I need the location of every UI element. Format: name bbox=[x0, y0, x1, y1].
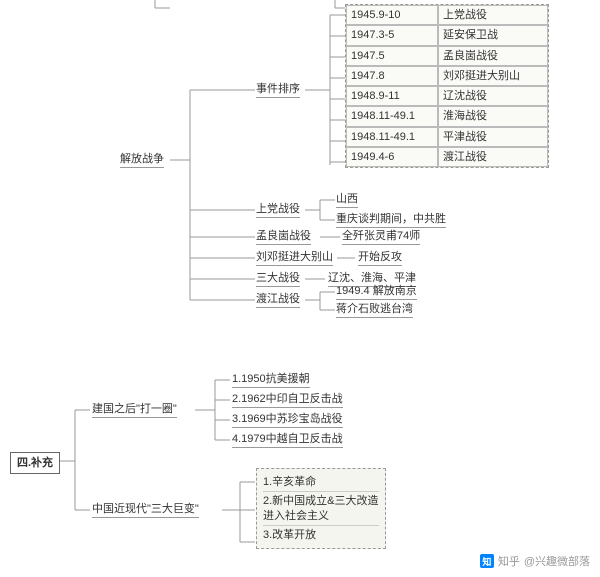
node-liberation-war: 解放战争 bbox=[120, 152, 164, 168]
event-date: 1948.9-11 bbox=[346, 86, 438, 106]
leaf-dujiang-a: 1949.4 解放南京 bbox=[336, 284, 417, 300]
event-name: 延安保卫战 bbox=[438, 25, 548, 45]
leaf-liudeng-note: 开始反攻 bbox=[358, 250, 402, 266]
leaf-pf-2: 2.1962中印自卫反击战 bbox=[232, 392, 343, 408]
node-shangdang: 上党战役 bbox=[256, 202, 300, 218]
event-name: 平津战役 bbox=[438, 127, 548, 147]
event-date: 1947.5 bbox=[346, 46, 438, 66]
leaf-pf-1: 1.1950抗美援朝 bbox=[232, 372, 310, 388]
event-date: 1947.8 bbox=[346, 66, 438, 86]
node-post-founding: 建国之后"打一圈" bbox=[92, 402, 177, 418]
leaf-tc-2: 2.新中国成立&三大改造 进入社会主义 bbox=[263, 492, 379, 526]
event-date: 1948.11-49.1 bbox=[346, 127, 438, 147]
event-name: 刘邓挺进大别山 bbox=[438, 66, 548, 86]
event-date: 1947.3-5 bbox=[346, 25, 438, 45]
event-name: 淮海战役 bbox=[438, 106, 548, 126]
node-menglianggu: 孟良崮战役 bbox=[256, 229, 311, 245]
leaf-tc-1: 1.辛亥革命 bbox=[263, 473, 379, 492]
event-date: 1945.9-10 bbox=[346, 5, 438, 25]
event-date: 1949.4-6 bbox=[346, 147, 438, 167]
event-name: 孟良崮战役 bbox=[438, 46, 548, 66]
leaf-tc-3: 3.改革开放 bbox=[263, 526, 379, 544]
watermark-user: @兴趣微部落 bbox=[524, 553, 590, 569]
event-date: 1948.11-49.1 bbox=[346, 106, 438, 126]
leaf-shangdang-b: 重庆谈判期间，中共胜 bbox=[336, 212, 446, 228]
events-table: 1945.9-10上党战役1947.3-5延安保卫战1947.5孟良崮战役194… bbox=[345, 4, 549, 168]
event-name: 辽沈战役 bbox=[438, 86, 548, 106]
leaf-menglianggu-note: 全歼张灵甫74师 bbox=[342, 229, 420, 245]
node-three-changes: 中国近现代"三大巨变" bbox=[92, 502, 199, 518]
node-three-campaigns: 三大战役 bbox=[256, 271, 300, 287]
event-name: 上党战役 bbox=[438, 5, 548, 25]
leaf-pf-4: 4.1979中越自卫反击战 bbox=[232, 432, 343, 448]
leaf-pf-3: 3.1969中苏珍宝岛战役 bbox=[232, 412, 343, 428]
three-changes-box: 1.辛亥革命 2.新中国成立&三大改造 进入社会主义 3.改革开放 bbox=[256, 468, 386, 549]
leaf-dujiang-b: 蒋介石败逃台湾 bbox=[336, 302, 413, 318]
mindmap-container: 解放战争 事件排序 1945.9-10上党战役1947.3-5延安保卫战1947… bbox=[0, 0, 600, 577]
root-node: 四.补充 bbox=[10, 452, 60, 474]
watermark-site: 知乎 bbox=[498, 553, 520, 569]
leaf-shangdang-a: 山西 bbox=[336, 192, 358, 208]
node-liudeng: 刘邓挺进大别山 bbox=[256, 250, 333, 266]
zhihu-icon: 知 bbox=[480, 554, 494, 568]
node-dujiang: 渡江战役 bbox=[256, 292, 300, 308]
node-events-order: 事件排序 bbox=[256, 82, 300, 98]
event-name: 渡江战役 bbox=[438, 147, 548, 167]
watermark: 知 知乎 @兴趣微部落 bbox=[480, 553, 590, 569]
